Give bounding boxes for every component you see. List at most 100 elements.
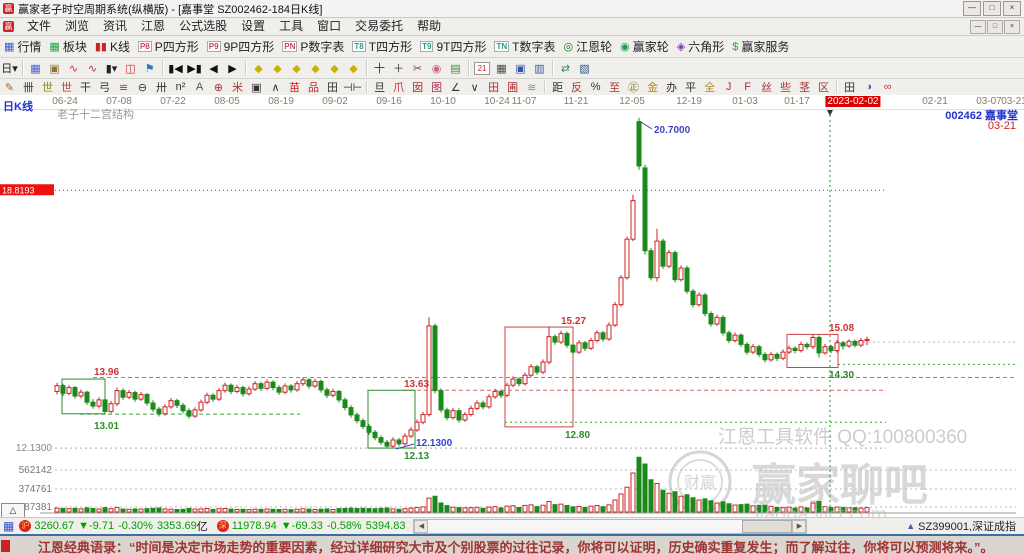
close-button[interactable]: ×: [1003, 1, 1021, 16]
draw-tool-button-10[interactable]: A: [195, 81, 204, 93]
menu-item-9[interactable]: 帮助: [417, 19, 442, 33]
chart-tool-button-24[interactable]: ✂: [412, 62, 423, 75]
view-button-7[interactable]: T9 9T四方形: [416, 36, 490, 57]
draw-tool-button-34[interactable]: ㊣: [628, 82, 640, 94]
draw-tool-button-28[interactable]: ≋: [527, 81, 537, 94]
menu-item-2[interactable]: 资讯: [103, 19, 128, 33]
chart-tool-button-26[interactable]: ▤: [450, 62, 461, 75]
mdi-close-button[interactable]: ×: [1004, 19, 1020, 34]
view-button-11[interactable]: ◈ 六角形: [673, 36, 728, 57]
scroll-left-arrow[interactable]: ◀: [414, 519, 429, 533]
chart-tool-button-3[interactable]: ▣: [49, 62, 60, 75]
chart-tool-button-5[interactable]: ∿: [87, 62, 98, 75]
chart-tool-button-0[interactable]: 日▾: [1, 63, 18, 75]
menu-item-7[interactable]: 窗口: [317, 19, 342, 33]
draw-tool-button-36[interactable]: 办: [666, 82, 678, 94]
draw-tool-button-16[interactable]: 品: [308, 82, 319, 94]
draw-tool-button-35[interactable]: 金: [647, 82, 659, 94]
draw-tool-button-15[interactable]: 苗: [289, 82, 300, 94]
current-index-label[interactable]: ▲ SZ399001,深证成指: [906, 518, 1024, 534]
menu-item-4[interactable]: 公式选股: [179, 19, 228, 33]
draw-tool-button-37[interactable]: 平: [685, 82, 697, 94]
draw-tool-button-2[interactable]: 世: [42, 82, 53, 94]
mdi-restore-button[interactable]: □: [987, 19, 1003, 34]
draw-tool-button-39[interactable]: J: [725, 81, 732, 93]
chart-tool-button-10[interactable]: ▮◀: [168, 62, 183, 75]
chart-tool-button-33[interactable]: ⇄: [560, 62, 571, 75]
chart-tool-button-11[interactable]: ▶▮: [187, 62, 202, 75]
view-button-0[interactable]: ▦ 行情: [0, 36, 45, 57]
draw-tool-button-32[interactable]: %: [590, 81, 601, 93]
chart-tool-button-18[interactable]: ◆: [311, 62, 320, 75]
draw-tool-button-24[interactable]: ∠: [450, 81, 461, 94]
draw-tool-button-48[interactable]: ∞: [883, 81, 892, 93]
draw-tool-button-40[interactable]: F: [744, 81, 752, 93]
scroll-right-arrow[interactable]: ▶: [792, 519, 807, 533]
draw-tool-button-43[interactable]: 茎: [799, 82, 811, 94]
draw-tool-button-33[interactable]: 至: [609, 82, 621, 94]
draw-tool-button-31[interactable]: 反: [571, 82, 583, 94]
view-button-6[interactable]: T8 T四方形: [348, 36, 416, 57]
mdi-minimize-button[interactable]: —: [970, 19, 986, 34]
draw-tool-button-46[interactable]: 田: [844, 82, 856, 94]
restore-button[interactable]: □: [983, 1, 1001, 16]
chart-tool-button-30[interactable]: ▣: [515, 62, 526, 75]
draw-tool-button-30[interactable]: 距: [552, 82, 564, 94]
chart-tool-button-23[interactable]: ＋: [393, 63, 404, 75]
menu-item-3[interactable]: 江恩: [141, 19, 166, 33]
quote-grid-icon[interactable]: ▦: [3, 519, 15, 533]
draw-tool-button-17[interactable]: 田: [327, 82, 338, 94]
chart-tool-button-28[interactable]: 21: [474, 61, 490, 75]
view-button-9[interactable]: ◎ 江恩轮: [559, 36, 616, 57]
chart-tool-button-16[interactable]: ◆: [273, 62, 282, 75]
volume-pane-toggle-button[interactable]: △: [1, 503, 25, 518]
draw-tool-button-23[interactable]: 图: [431, 82, 443, 94]
view-button-12[interactable]: $ 赢家服务: [728, 36, 793, 57]
draw-tool-button-0[interactable]: ✎: [4, 81, 15, 94]
draw-tool-button-25[interactable]: ∨: [470, 81, 479, 94]
menu-item-6[interactable]: 工具: [279, 19, 304, 33]
draw-tool-button-11[interactable]: ⊕: [213, 81, 224, 94]
chart-tool-button-4[interactable]: ∿: [68, 62, 79, 75]
chart-tool-button-22[interactable]: 十: [374, 63, 385, 75]
draw-tool-button-41[interactable]: 丝: [761, 82, 773, 94]
draw-tool-button-18[interactable]: ⊣⊢: [343, 81, 363, 94]
chart-tool-button-2[interactable]: ▦: [30, 62, 41, 75]
draw-tool-button-4[interactable]: 干: [80, 82, 91, 94]
scrollbar-thumb[interactable]: [742, 519, 793, 533]
chart-tool-button-6[interactable]: ▮▾: [105, 62, 118, 75]
view-button-3[interactable]: P8 P四方形: [134, 36, 203, 57]
draw-tool-button-14[interactable]: ∧: [271, 81, 280, 94]
draw-tool-button-6[interactable]: ≌: [118, 81, 129, 94]
view-button-4[interactable]: P9 9P四方形: [203, 36, 278, 57]
chart-tool-button-15[interactable]: ◆: [254, 62, 263, 75]
chart-tool-button-25[interactable]: ◉: [431, 62, 442, 75]
chart-tool-button-20[interactable]: ◆: [349, 62, 358, 75]
chart-tool-button-8[interactable]: ⚑: [144, 62, 155, 75]
draw-tool-button-26[interactable]: 田: [488, 82, 500, 94]
draw-tool-button-1[interactable]: 卌: [23, 82, 34, 94]
draw-tool-button-27[interactable]: 圃: [507, 82, 519, 94]
horizontal-scrollbar[interactable]: ◀ ▶: [413, 518, 808, 534]
draw-tool-button-13[interactable]: ▣: [251, 81, 262, 94]
menu-item-1[interactable]: 浏览: [65, 19, 90, 33]
draw-tool-button-20[interactable]: 旦: [374, 82, 386, 94]
draw-tool-button-12[interactable]: 米: [232, 82, 243, 94]
chart-tool-button-13[interactable]: ▶: [228, 62, 237, 75]
draw-tool-button-42[interactable]: 些: [780, 82, 792, 94]
chart-tool-button-7[interactable]: ◫: [125, 62, 136, 75]
minimize-button[interactable]: —: [963, 1, 981, 16]
chart-tool-button-31[interactable]: ▥: [534, 62, 545, 75]
draw-tool-button-5[interactable]: 弓: [99, 82, 110, 94]
view-button-10[interactable]: ◉ 赢家轮: [616, 36, 673, 57]
draw-tool-button-8[interactable]: 卅: [156, 82, 167, 94]
menu-item-0[interactable]: 文件: [27, 19, 52, 33]
chart-tool-button-12[interactable]: ◀: [209, 62, 218, 75]
view-button-1[interactable]: ▦ 板块: [45, 36, 90, 57]
candlestick-chart[interactable]: 江恩工具软件 QQ:100800360 财赢 赢家聊吧 562142 374761 187…: [0, 95, 1024, 517]
draw-tool-button-38[interactable]: 全: [704, 82, 716, 94]
draw-tool-button-47[interactable]: ◑: [865, 81, 872, 93]
view-button-2[interactable]: ▮▮ K线: [91, 36, 134, 57]
draw-tool-button-21[interactable]: 爪: [393, 82, 405, 94]
chart-tool-button-29[interactable]: ▦: [496, 62, 507, 75]
